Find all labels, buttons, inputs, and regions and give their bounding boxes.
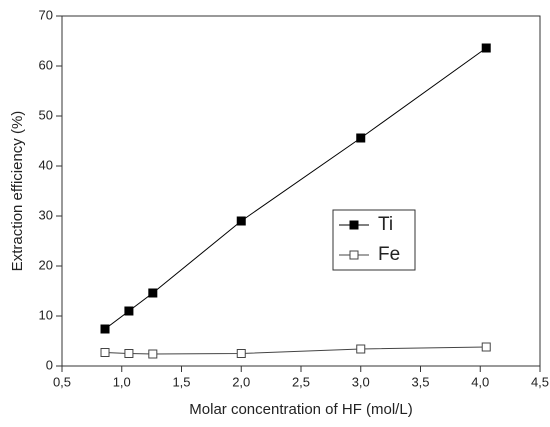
point xyxy=(236,349,246,358)
point xyxy=(356,344,366,354)
point xyxy=(481,342,491,352)
series-line xyxy=(104,346,487,355)
point xyxy=(356,133,366,143)
point xyxy=(148,288,158,298)
x-tick-label: 0,5 xyxy=(53,374,71,389)
series-line xyxy=(104,47,487,330)
x-tick-label: 2,5 xyxy=(292,374,310,389)
x-tick-label: 4,0 xyxy=(471,374,489,389)
y-tick-label: 40 xyxy=(39,157,53,172)
y-tick-label: 10 xyxy=(39,307,53,322)
x-tick-label: 2,0 xyxy=(232,374,250,389)
legend-text: Ti xyxy=(378,214,393,235)
x-tick-label: 1,5 xyxy=(172,374,190,389)
x-tick-label: 4,5 xyxy=(531,374,549,389)
y-tick-label: 30 xyxy=(39,207,53,222)
point xyxy=(100,348,110,357)
point xyxy=(148,349,158,359)
y-axis-title: Extraction efficiency (%) xyxy=(9,111,26,272)
point xyxy=(124,349,134,358)
legend-marker xyxy=(349,220,359,230)
legend-text: Fe xyxy=(378,244,400,265)
legend-box xyxy=(332,209,416,271)
point xyxy=(236,216,246,226)
point xyxy=(481,43,491,53)
x-tick-label: 3,0 xyxy=(352,374,370,389)
y-tick-label: 20 xyxy=(39,257,53,272)
x-tick-label: 1,0 xyxy=(113,374,131,389)
y-tick-label: 0 xyxy=(46,357,53,372)
legend-marker xyxy=(349,250,359,260)
y-tick-label: 60 xyxy=(39,57,53,72)
point xyxy=(124,306,134,316)
x-axis-title: Molar concentration of HF (mol/L) xyxy=(189,401,412,418)
plot-frame xyxy=(61,15,541,367)
y-tick-label: 70 xyxy=(39,7,53,22)
x-tick-label: 3,5 xyxy=(411,374,429,389)
point xyxy=(100,324,110,334)
y-tick-label: 50 xyxy=(39,107,53,122)
